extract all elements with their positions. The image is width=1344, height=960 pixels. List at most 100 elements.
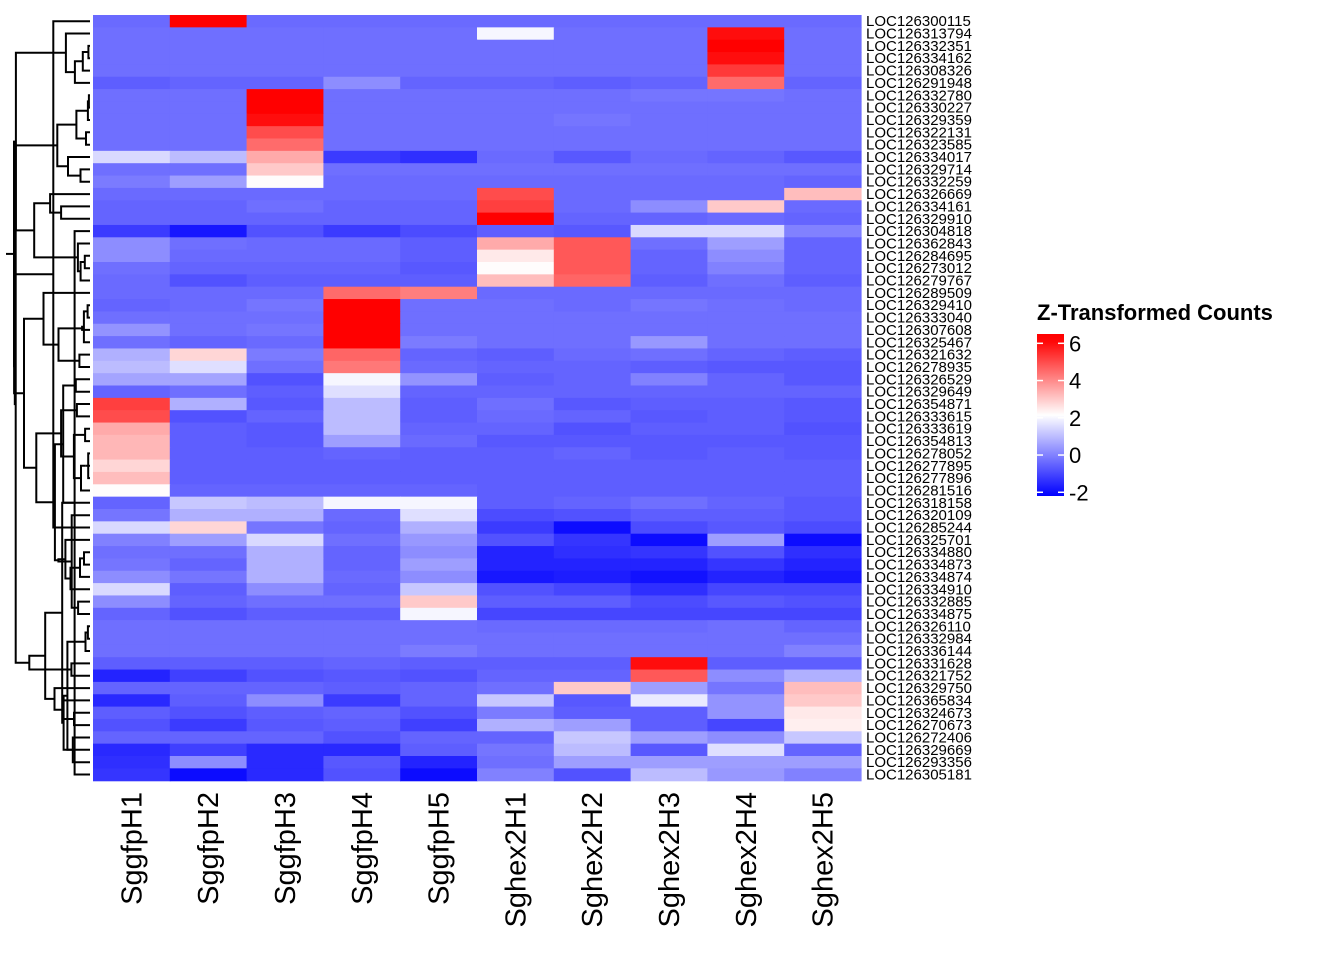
row-label: LOC126329359 <box>866 112 972 129</box>
heatmap-cell <box>400 163 478 177</box>
heatmap-cell <box>246 101 324 115</box>
heatmap-cell <box>784 718 862 732</box>
heatmap-cell <box>93 533 171 547</box>
heatmap-cell <box>323 706 401 720</box>
row-label: LOC126354813 <box>866 433 972 450</box>
heatmap-cell <box>169 546 248 559</box>
heatmap-cell <box>477 434 555 448</box>
heatmap-cell <box>784 286 862 300</box>
heatmap-cell <box>400 224 478 238</box>
heatmap-cell <box>707 410 785 424</box>
column-label: SggfpH5 <box>424 792 456 905</box>
heatmap-cell <box>400 595 478 609</box>
heatmap-cell <box>400 583 478 597</box>
heatmap-cell <box>784 348 862 362</box>
legend-color-bar <box>1037 334 1064 496</box>
legend-tick-label: 4 <box>1069 369 1081 394</box>
legend-tick-label: -2 <box>1069 480 1089 505</box>
row-label: LOC126332351 <box>866 38 972 55</box>
heatmap-cell <box>246 311 324 325</box>
heatmap-cell <box>246 126 324 140</box>
heatmap-cell <box>784 558 862 572</box>
heatmap-cell <box>323 768 401 782</box>
heatmap-cell <box>630 471 708 485</box>
heatmap-cell <box>93 237 171 251</box>
heatmap-cell <box>246 163 324 177</box>
heatmap-cell <box>630 669 708 683</box>
heatmap-cell <box>246 521 324 535</box>
heatmap-cell <box>93 126 171 140</box>
heatmap-cell <box>630 76 708 90</box>
dendrogram-branch <box>86 625 90 640</box>
heatmap-cell <box>707 113 785 127</box>
heatmap-cell <box>93 311 171 325</box>
heatmap-cell <box>323 471 401 485</box>
heatmap-cell <box>400 718 478 732</box>
row-label: LOC126330227 <box>866 100 972 117</box>
heatmap-cell <box>707 336 785 350</box>
heatmap-cell <box>553 52 632 65</box>
heatmap-cell <box>246 323 324 337</box>
heatmap-cell <box>93 731 171 745</box>
heatmap-cell <box>323 323 401 337</box>
row-label: LOC126304818 <box>866 223 972 240</box>
heatmap-cell <box>784 768 862 782</box>
heatmap-cell <box>784 756 862 769</box>
heatmap-cell <box>323 200 401 214</box>
heatmap-cell <box>553 434 632 448</box>
heatmap-cell <box>93 200 171 214</box>
row-label: LOC126273012 <box>866 260 972 277</box>
heatmap-cell <box>784 126 862 140</box>
heatmap-cell <box>93 249 171 263</box>
heatmap-cell <box>246 212 324 226</box>
heatmap-cell <box>169 15 248 28</box>
row-label: LOC126334910 <box>866 581 972 598</box>
heatmap-cell <box>400 620 478 634</box>
row-label: LOC126365834 <box>866 692 972 709</box>
dendrogram-branch <box>77 600 90 615</box>
heatmap-cell <box>323 249 401 263</box>
heatmap-cell <box>553 212 632 226</box>
heatmap-cell <box>784 200 862 214</box>
heatmap-cell <box>553 274 632 288</box>
heatmap-cell <box>707 348 785 362</box>
heatmap-cell <box>630 126 708 140</box>
heatmap-cell <box>630 323 708 337</box>
heatmap-cell <box>707 694 785 708</box>
heatmap-cell <box>630 620 708 634</box>
heatmap-cell <box>323 632 401 646</box>
heatmap-cell <box>553 360 632 374</box>
heatmap-cell <box>400 27 478 41</box>
heatmap-cell <box>169 212 248 226</box>
heatmap-cell <box>93 150 171 164</box>
heatmap-cell <box>553 323 632 337</box>
heatmap-cell <box>707 224 785 238</box>
heatmap-cell <box>784 546 862 559</box>
heatmap-cell <box>246 262 324 275</box>
heatmap-cell <box>707 484 785 498</box>
row-label: LOC126293356 <box>866 754 972 771</box>
heatmap-cell <box>246 620 324 634</box>
heatmap-cell <box>784 175 862 189</box>
heatmap-cell <box>477 533 555 547</box>
heatmap-cell <box>784 89 862 103</box>
row-label: LOC126285244 <box>866 520 972 537</box>
heatmap-cell <box>477 385 555 399</box>
heatmap-cell <box>400 546 478 559</box>
heatmap-cell <box>784 410 862 424</box>
heatmap-cell <box>477 607 555 621</box>
heatmap-cell <box>707 546 785 559</box>
row-label: LOC126313794 <box>866 26 972 43</box>
heatmap-cell <box>630 546 708 559</box>
heatmap-cell <box>400 311 478 325</box>
heatmap-cell <box>553 76 632 90</box>
dendrogram-branch <box>79 168 90 183</box>
heatmap-cell <box>630 311 708 325</box>
heatmap-cell <box>323 657 401 671</box>
heatmap-cell <box>169 262 248 275</box>
heatmap-cell <box>93 274 171 288</box>
legend-title: Z-Transformed Counts <box>1037 300 1273 325</box>
heatmap-cell <box>707 249 785 263</box>
heatmap-cell <box>400 286 478 300</box>
heatmap-cell <box>93 299 171 312</box>
